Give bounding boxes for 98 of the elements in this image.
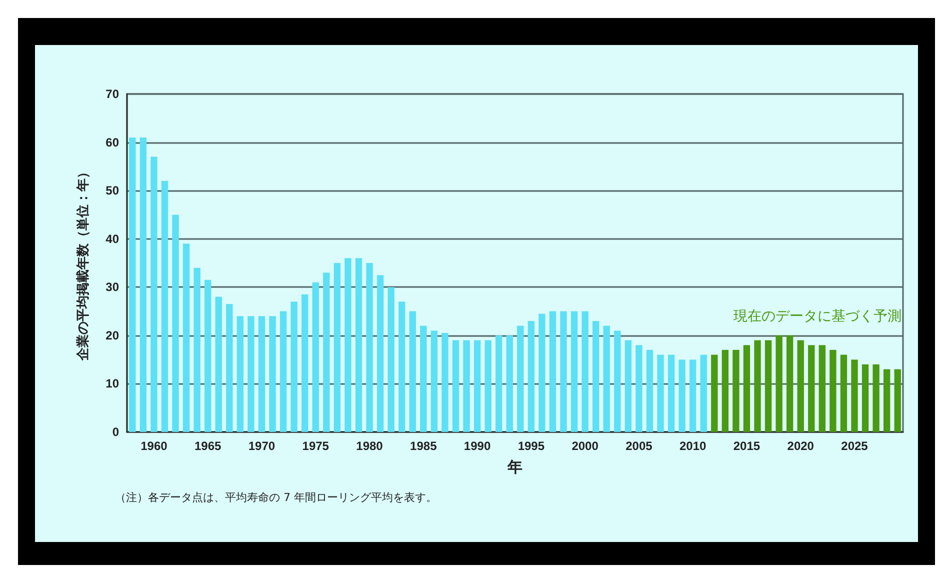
bar xyxy=(420,326,427,432)
x-tick-label: 2010 xyxy=(679,439,707,453)
bar xyxy=(582,311,588,432)
bar xyxy=(182,244,190,432)
bar xyxy=(830,350,836,432)
bar xyxy=(140,137,147,432)
x-tick-label: 1990 xyxy=(464,439,491,453)
bar xyxy=(797,340,804,432)
bar xyxy=(398,302,406,432)
y-tick-label: 40 xyxy=(106,232,120,246)
bar xyxy=(355,258,362,432)
x-tick-label: 2025 xyxy=(841,439,868,453)
bar xyxy=(334,263,341,432)
bar xyxy=(161,180,168,432)
bar xyxy=(636,345,642,432)
bar xyxy=(495,335,502,432)
bar xyxy=(463,340,470,432)
bar xyxy=(894,369,901,432)
bar xyxy=(764,340,772,432)
bar xyxy=(603,326,610,432)
bar xyxy=(129,137,136,432)
bar xyxy=(851,360,858,432)
bar xyxy=(818,345,826,432)
bar xyxy=(657,354,664,432)
bar xyxy=(689,360,696,432)
bar xyxy=(258,316,266,432)
bar xyxy=(366,263,373,432)
bar xyxy=(452,340,460,432)
bar xyxy=(560,311,567,432)
bar xyxy=(592,320,600,432)
bar xyxy=(215,296,222,432)
x-tick-label: 1960 xyxy=(140,439,168,453)
bar xyxy=(840,354,848,432)
x-tick-label: 1985 xyxy=(410,439,438,453)
bar xyxy=(528,320,535,432)
bar xyxy=(236,316,244,432)
bar xyxy=(722,350,729,432)
y-tick-label: 30 xyxy=(106,280,120,294)
y-tick-label: 0 xyxy=(112,425,120,439)
bar xyxy=(204,280,212,432)
x-tick-label: 1980 xyxy=(356,439,384,453)
bar xyxy=(474,340,481,432)
bar xyxy=(646,350,654,432)
bar xyxy=(280,311,287,432)
x-tick-label: 1970 xyxy=(248,439,276,453)
x-tick-label: 1965 xyxy=(194,439,222,453)
bar xyxy=(248,316,254,432)
bar xyxy=(614,330,621,432)
bar xyxy=(700,354,707,432)
bar xyxy=(312,282,319,432)
x-tick-label: 2005 xyxy=(626,439,653,453)
bar xyxy=(743,345,750,432)
bar xyxy=(269,316,276,432)
x-tick-label: 1975 xyxy=(302,439,330,453)
bar xyxy=(409,311,416,432)
bar xyxy=(290,302,298,432)
series-label: 現在のデータに基づく予測 xyxy=(734,308,902,324)
bar xyxy=(301,294,308,432)
x-tick-label: 2015 xyxy=(733,439,760,453)
bar xyxy=(549,311,556,432)
bar xyxy=(442,333,448,432)
bar xyxy=(732,350,740,432)
bar xyxy=(172,214,179,432)
x-tick-label: 2000 xyxy=(572,439,599,453)
bar xyxy=(754,340,761,432)
y-tick-label: 10 xyxy=(106,376,120,391)
bar xyxy=(323,272,330,432)
y-tick-label: 50 xyxy=(106,184,120,198)
bar xyxy=(194,268,200,432)
bar xyxy=(883,369,890,432)
bar xyxy=(538,314,546,432)
text: （注）各データ点は、平均寿命の 7 年間ローリング平均を表す。 xyxy=(115,490,437,505)
y-axis-title: 企業の平均掲載年数（単位：年） xyxy=(75,166,90,362)
bar xyxy=(150,156,158,432)
y-tick-label: 20 xyxy=(106,328,120,342)
bar xyxy=(430,330,438,432)
x-tick-label: 1995 xyxy=(518,439,545,453)
bar xyxy=(506,335,513,432)
bar xyxy=(668,354,675,432)
bar xyxy=(388,287,394,432)
bar xyxy=(776,335,782,432)
bar xyxy=(570,311,578,432)
bar xyxy=(344,258,352,432)
y-tick-label: 60 xyxy=(106,135,120,150)
bar xyxy=(376,275,384,432)
bar xyxy=(786,335,794,432)
bar xyxy=(517,326,524,432)
bar xyxy=(484,340,492,432)
x-axis-title: 年 xyxy=(506,459,522,476)
bar xyxy=(624,340,632,432)
bar xyxy=(808,345,815,432)
bar xyxy=(711,354,718,432)
y-tick-label: 70 xyxy=(106,87,120,101)
bar xyxy=(872,364,880,432)
bar xyxy=(226,304,233,432)
bar xyxy=(862,364,869,432)
bar xyxy=(678,360,686,432)
x-tick-label: 2020 xyxy=(787,439,814,453)
